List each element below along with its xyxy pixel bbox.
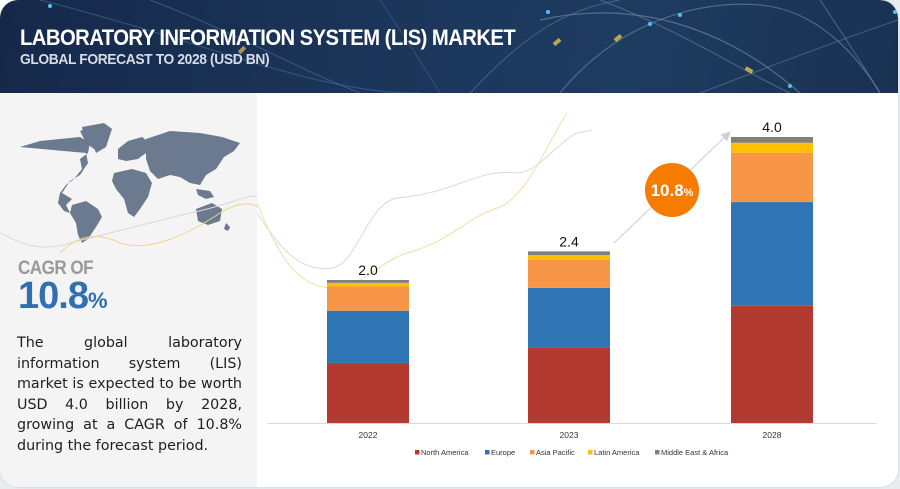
bar-segment-europe-2028 [731, 202, 813, 306]
x-tick-labels: 2022 2023 2028 [359, 430, 782, 440]
cagr-label: CAGR OF [18, 258, 94, 279]
legend-label-north-america: North America [421, 448, 469, 457]
total-labels: 2.0 2.4 4.0 [358, 119, 782, 278]
legend-label-latin-america: Latin America [594, 448, 640, 457]
legend-swatch-middle-east-africa [655, 450, 660, 455]
bars-group [327, 137, 813, 423]
cagr-percent-sign: % [87, 288, 108, 313]
cagr-value: 10.8% [18, 275, 108, 318]
bar-segment-north-america-2023 [528, 347, 610, 423]
world-map-icon [0, 123, 257, 253]
bar-segment-europe-2022 [327, 310, 409, 363]
legend-item-europe: Europe [485, 448, 515, 457]
bar-segment-europe-2023 [528, 287, 610, 348]
total-label-2023: 2.4 [559, 233, 579, 249]
cagr-number: 10.8 [18, 275, 89, 317]
legend-swatch-europe [485, 450, 490, 455]
cagr-bubble-circle [645, 163, 699, 217]
x-tick-label-2022: 2022 [359, 430, 378, 440]
page-subtitle: GLOBAL FORECAST TO 2028 (USD BN) [20, 51, 270, 68]
bar-segment-asia-pacific-2028 [731, 152, 813, 203]
bar-segment-middle-east-africa-2022 [327, 280, 409, 283]
legend-label-middle-east-africa: Middle East & Africa [661, 448, 729, 457]
legend-item-north-america: North America [415, 448, 469, 457]
legend: North America Europe Asia Pacific Latin Ame… [415, 448, 729, 457]
bar-segment-asia-pacific-2023 [528, 259, 610, 288]
bar-segment-middle-east-africa-2023 [528, 251, 610, 255]
header-banner: LABORATORY INFORMATION SYSTEM (LIS) MARK… [0, 0, 898, 93]
total-label-2028: 4.0 [762, 119, 782, 135]
bar-segment-asia-pacific-2022 [327, 286, 409, 311]
legend-item-middle-east-africa: Middle East & Africa [655, 448, 729, 457]
summary-panel: CAGR OF 10.8% The global laboratory info… [0, 93, 257, 487]
bar-segment-latin-america-2028 [731, 142, 813, 153]
page-title: LABORATORY INFORMATION SYSTEM (LIS) MARK… [20, 25, 516, 50]
bar-segment-latin-america-2022 [327, 282, 409, 287]
x-tick-label-2028: 2028 [763, 430, 782, 440]
bar-segment-middle-east-africa-2028 [731, 137, 813, 143]
cagr-bubble: 10.8% [645, 163, 699, 217]
cagr-bubble-text: 10.8% [651, 181, 694, 200]
bar-segment-north-america-2022 [327, 362, 409, 423]
stacked-bar-chart: 2022 2023 2028 2.0 2.4 4.0 10.8% North Ameri… [256, 112, 877, 457]
decorative-curves [256, 112, 593, 289]
legend-label-asia-pacific: Asia Pacific [536, 448, 575, 457]
bar-segment-north-america-2028 [731, 305, 813, 423]
legend-item-latin-america: Latin America [588, 448, 640, 457]
market-description: The global laboratory information system… [17, 335, 242, 454]
header-background-art [39, 0, 898, 93]
legend-swatch-north-america [415, 450, 420, 455]
chart-area: 2022 2023 2028 2.0 2.4 4.0 10.8% North Ameri… [256, 93, 898, 487]
bar-segment-latin-america-2023 [528, 254, 610, 260]
legend-swatch-asia-pacific [530, 450, 535, 455]
legend-item-asia-pacific: Asia Pacific [530, 448, 575, 457]
x-tick-label-2023: 2023 [560, 430, 579, 440]
total-label-2022: 2.0 [358, 262, 378, 278]
legend-label-europe: Europe [491, 448, 515, 457]
legend-swatch-latin-america [588, 450, 593, 455]
